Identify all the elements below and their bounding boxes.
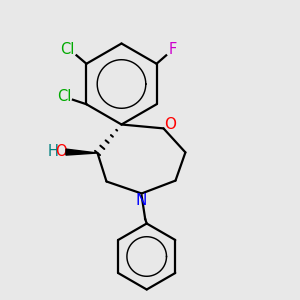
Text: Cl: Cl	[57, 89, 71, 104]
Text: Cl: Cl	[60, 42, 75, 57]
Text: O: O	[164, 117, 176, 132]
Text: H: H	[48, 144, 59, 159]
Text: N: N	[136, 193, 147, 208]
Text: O: O	[55, 144, 66, 159]
Text: F: F	[169, 42, 177, 57]
Polygon shape	[66, 149, 98, 155]
